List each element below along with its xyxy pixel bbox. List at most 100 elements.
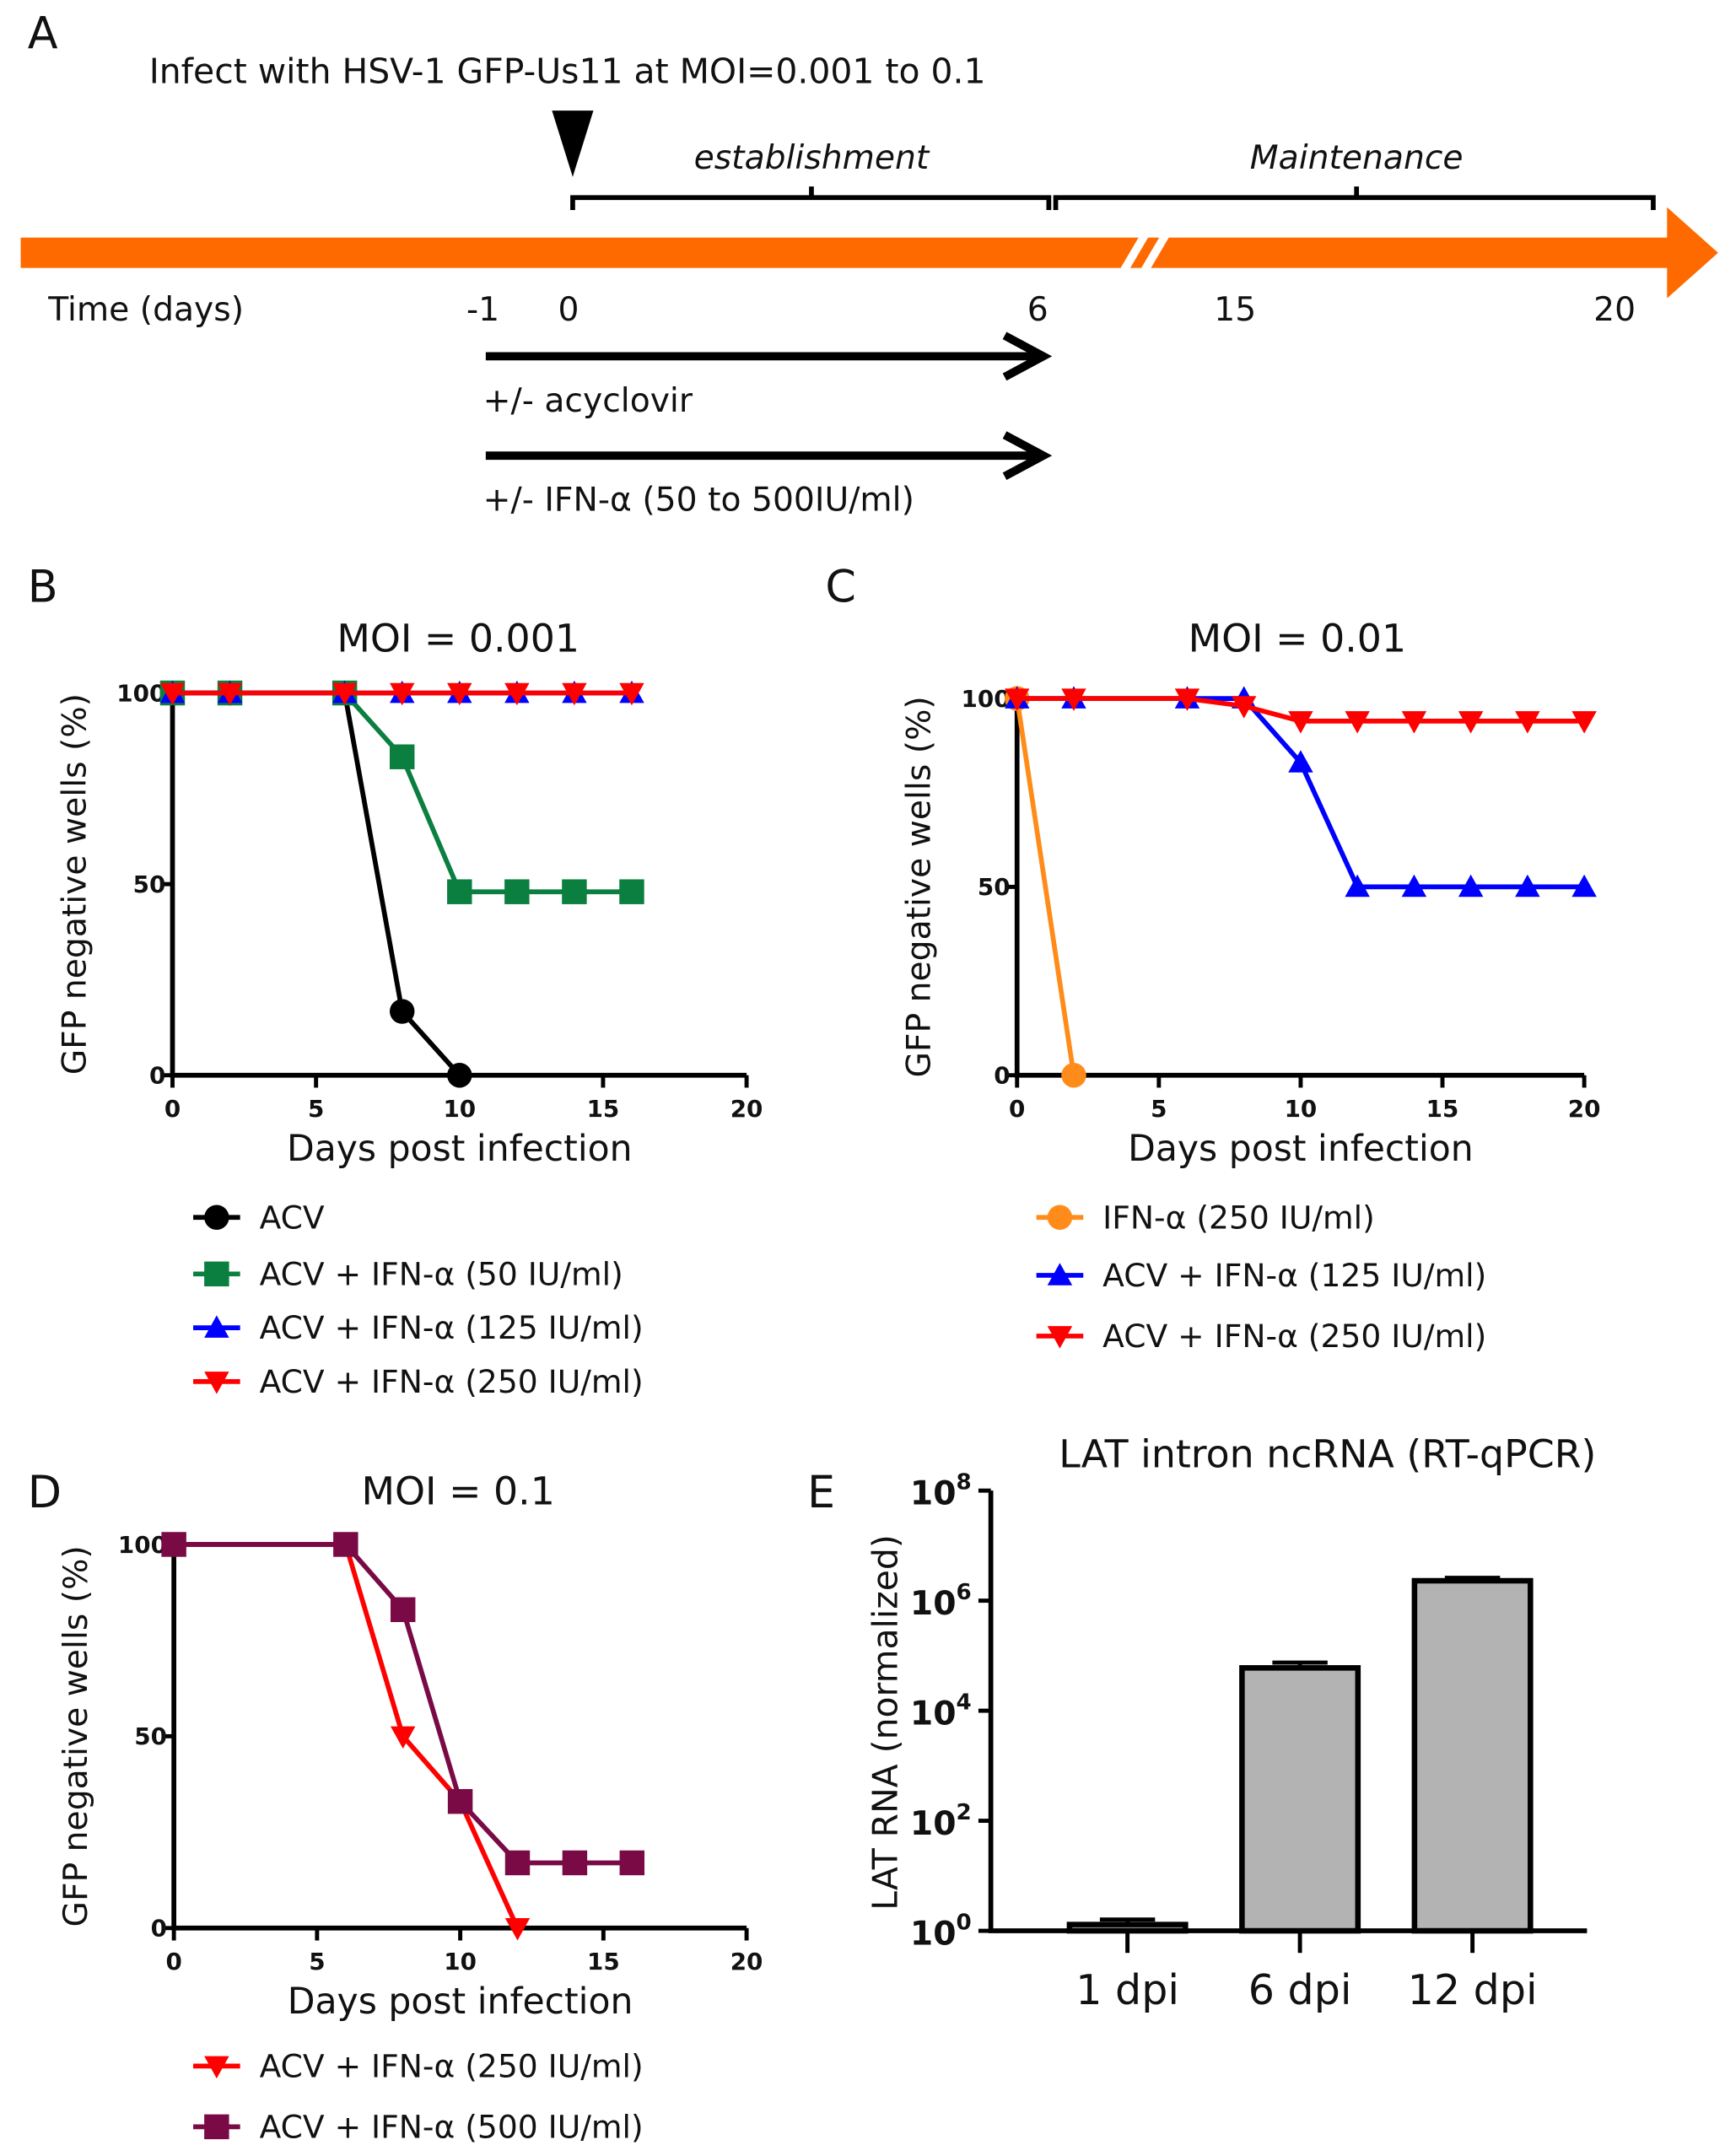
series-line bbox=[174, 1542, 633, 1866]
marker-triangle-up bbox=[1047, 1263, 1073, 1286]
x-tick-label: 5 bbox=[308, 1095, 324, 1123]
series-1 bbox=[161, 1532, 645, 1876]
marker-circle bbox=[204, 1205, 229, 1230]
x-tick-label: 1 dpi bbox=[1075, 1965, 1179, 2014]
marker-square bbox=[204, 1261, 229, 1287]
panel-label-b: B bbox=[28, 562, 58, 613]
y-tick-label: 0 bbox=[149, 1062, 165, 1090]
y-tick-label: 100 bbox=[910, 1910, 972, 1953]
legend-label: ACV bbox=[260, 1199, 325, 1236]
y-tick-label: 106 bbox=[910, 1580, 972, 1623]
axes bbox=[171, 1544, 747, 1931]
bar bbox=[1411, 1577, 1534, 1934]
marker-triangle-up bbox=[1571, 874, 1597, 897]
chart-moi-01: MOI = 0.1 0 5 10 15 20 0 50 100 Days post infecti… bbox=[57, 1469, 763, 2146]
y-axis-label: GFP negative wells (%) bbox=[901, 696, 939, 1077]
x-tick-label: 6 dpi bbox=[1248, 1965, 1352, 2014]
x-tick-label: 10 bbox=[443, 1095, 476, 1123]
time-tick: -1 bbox=[466, 291, 499, 329]
marker-triangle-up bbox=[1345, 874, 1370, 897]
x-tick-label: 10 bbox=[444, 1948, 477, 1975]
marker-triangle-down bbox=[1231, 696, 1257, 719]
series-3 bbox=[159, 682, 644, 706]
y-axis-label: GFP negative wells (%) bbox=[56, 693, 94, 1075]
marker-triangle-down bbox=[1571, 711, 1597, 734]
marker-square bbox=[619, 1850, 645, 1876]
marker-triangle-down bbox=[1005, 688, 1030, 711]
marker-circle bbox=[1061, 1063, 1086, 1088]
marker-circle bbox=[447, 1063, 472, 1088]
series-line bbox=[1014, 698, 1076, 1076]
marker-triangle-down bbox=[204, 2056, 229, 2079]
marker-circle bbox=[1047, 1205, 1073, 1230]
time-tick: 15 bbox=[1214, 291, 1256, 329]
x-tick-label: 10 bbox=[1285, 1095, 1318, 1123]
marker-triangle-down bbox=[504, 682, 530, 706]
marker-circle bbox=[390, 999, 415, 1024]
panel-a-timeline: A Infect with HSV-1 GFP-Us11 at MOI=0.00… bbox=[20, 8, 1718, 520]
marker-square bbox=[161, 1532, 186, 1557]
marker-square bbox=[447, 879, 472, 904]
x-tick-label: 5 bbox=[1151, 1095, 1167, 1123]
marker-triangle-down bbox=[204, 1372, 229, 1394]
legend-label: ACV + IFN-α (250 IU/ml) bbox=[260, 1363, 644, 1400]
series-line bbox=[1016, 696, 1585, 724]
marker-triangle-down bbox=[562, 682, 587, 706]
marker-square bbox=[504, 1850, 531, 1876]
marker-triangle-down bbox=[447, 682, 472, 706]
chart-title: LAT intron ncRNA (RT-qPCR) bbox=[1059, 1431, 1596, 1476]
series-2 bbox=[1005, 688, 1597, 734]
legend-label: ACV + IFN-α (50 IU/ml) bbox=[260, 1255, 623, 1292]
x-tick-label: 20 bbox=[730, 1948, 763, 1975]
chart-moi-001: MOI = 0.01 0 5 10 15 20 0 50 100 Days post infect… bbox=[901, 615, 1601, 1355]
x-axis-label: Days post infection bbox=[287, 1129, 633, 1170]
time-tick: 20 bbox=[1593, 291, 1636, 329]
marker-triangle-up bbox=[204, 1315, 229, 1338]
series-line bbox=[172, 690, 632, 895]
x-tick-label: 0 bbox=[165, 1948, 181, 1975]
series-line bbox=[172, 690, 461, 1077]
treatment-acyclovir: +/- acyclovir bbox=[483, 382, 693, 420]
legend-label: ACV + IFN-α (125 IU/ml) bbox=[260, 1309, 644, 1346]
marker-triangle-down bbox=[1047, 1326, 1073, 1349]
marker-triangle-down bbox=[1401, 711, 1427, 734]
marker-triangle-down bbox=[1345, 711, 1370, 734]
acyclovir-arrow bbox=[485, 331, 1053, 381]
chart-title: MOI = 0.001 bbox=[337, 615, 579, 660]
marker-triangle-down bbox=[1174, 688, 1200, 711]
timeline-arrowhead-icon bbox=[1667, 207, 1718, 299]
axis-break bbox=[1117, 227, 1172, 278]
y-tick-label: 0 bbox=[994, 1062, 1010, 1090]
y-tick-label: 100 bbox=[118, 1531, 167, 1559]
marker-triangle-down bbox=[217, 682, 243, 706]
y-tick-label: 108 bbox=[910, 1470, 972, 1513]
y-tick-label: 100 bbox=[962, 685, 1011, 713]
y-axis-label: GFP negative wells (%) bbox=[57, 1545, 95, 1927]
y-tick-label: 0 bbox=[151, 1915, 167, 1943]
timeline-arrow bbox=[20, 237, 1674, 268]
x-tick-label: 5 bbox=[309, 1948, 325, 1975]
y-tick-label: 50 bbox=[978, 873, 1011, 901]
marker-square bbox=[562, 879, 587, 904]
x-tick-label: 20 bbox=[1568, 1095, 1601, 1123]
marker-triangle-down bbox=[1515, 711, 1540, 734]
marker-triangle-down bbox=[619, 682, 644, 706]
marker-triangle-down bbox=[504, 1917, 531, 1941]
x-tick-label: 20 bbox=[730, 1095, 763, 1123]
series-line bbox=[174, 1542, 520, 1929]
marker-triangle-down bbox=[1288, 711, 1313, 734]
y-axis-label: LAT RNA (normalized) bbox=[865, 1534, 905, 1911]
panel-label-a: A bbox=[28, 8, 58, 60]
marker-triangle-up bbox=[1458, 874, 1484, 897]
y-tick-label: 104 bbox=[910, 1690, 972, 1733]
legend-label: ACV + IFN-α (250 IU/ml) bbox=[1102, 1318, 1486, 1355]
x-tick-label: 15 bbox=[587, 1095, 620, 1123]
x-tick-label: 0 bbox=[1009, 1095, 1025, 1123]
y-tick-label: 100 bbox=[116, 679, 165, 707]
marker-triangle-down bbox=[390, 682, 415, 706]
legend-label: ACV + IFN-α (250 IU/ml) bbox=[260, 2047, 644, 2084]
time-tick: 0 bbox=[558, 291, 579, 329]
legend-label: ACV + IFN-α (500 IU/ml) bbox=[260, 2108, 644, 2145]
chart-title: MOI = 0.1 bbox=[361, 1469, 554, 1514]
time-label: Time (days) bbox=[47, 291, 244, 329]
